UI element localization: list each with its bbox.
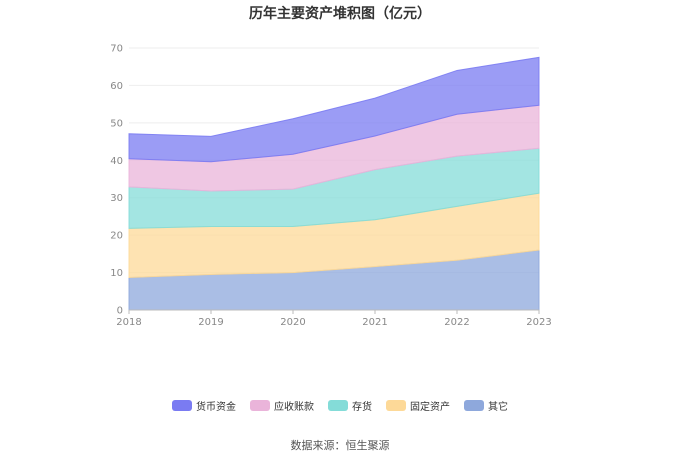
legend-swatch [386, 400, 406, 411]
y-tick-label: 70 [110, 44, 123, 55]
x-tick-label: 2019 [198, 317, 223, 328]
legend-item[interactable]: 应收账款 [250, 398, 314, 413]
chart-legend: 货币资金 应收账款 存货 固定资产 其它 [0, 398, 680, 413]
x-tick-label: 2021 [362, 317, 387, 328]
legend-item[interactable]: 其它 [464, 398, 508, 413]
y-tick-label: 40 [110, 156, 123, 167]
y-tick-label: 50 [110, 118, 123, 129]
data-source-note: 数据来源：恒生聚源 [290, 439, 390, 452]
legend-swatch [328, 400, 348, 411]
legend-label: 存货 [352, 402, 372, 413]
legend-label: 其它 [488, 402, 508, 413]
legend-label: 固定资产 [410, 402, 450, 413]
y-tick-label: 20 [110, 231, 123, 242]
x-tick-label: 2020 [280, 317, 305, 328]
legend-swatch [464, 400, 484, 411]
legend-label: 货币资金 [196, 402, 236, 413]
y-tick-label: 30 [110, 193, 123, 204]
x-tick-label: 2023 [526, 317, 551, 328]
chart-title: 历年主要资产堆积图（亿元） [249, 6, 431, 22]
legend-item[interactable]: 存货 [328, 398, 372, 413]
y-tick-label: 10 [110, 268, 123, 279]
x-tick-label: 2018 [116, 317, 141, 328]
y-tick-label: 0 [117, 306, 123, 317]
legend-swatch [250, 400, 270, 411]
legend-item[interactable]: 固定资产 [386, 398, 450, 413]
x-tick-label: 2022 [444, 317, 469, 328]
y-tick-label: 60 [110, 81, 123, 92]
legend-label: 应收账款 [274, 402, 314, 413]
legend-swatch [172, 400, 192, 411]
legend-item[interactable]: 货币资金 [172, 398, 236, 413]
area-series-货币资金 [128, 56, 540, 163]
